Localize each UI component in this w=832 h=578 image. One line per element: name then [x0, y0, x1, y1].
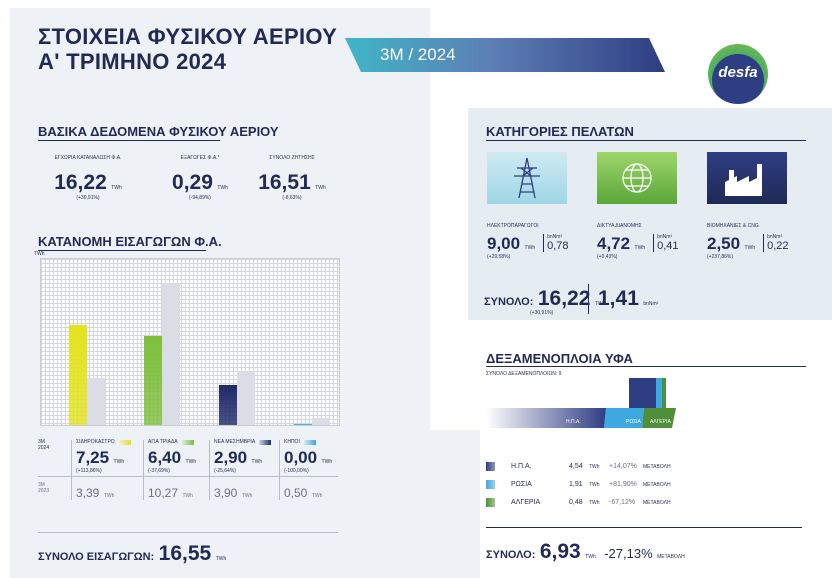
- bar-2023-2: [237, 371, 255, 425]
- bar-2024-0: [69, 324, 87, 425]
- lng-row-swatch: [486, 480, 495, 489]
- imports-total-line: [38, 532, 338, 533]
- lng-underline: [486, 366, 806, 367]
- customers-total-divider: [588, 284, 589, 314]
- basic-data-heading: ΒΑΣΙΚΑ ΔΕΔΟΜΕΝΑ ΦΥΣΙΚΟΥ ΑΕΡΙΟΥ: [38, 124, 279, 139]
- lng-row-swatch: [486, 498, 495, 507]
- imports-divider: [38, 476, 338, 477]
- import-point-2: ΝΕΑ ΜΕΣΗΜΒΡΙΑ 2,90 TWh (-25,64%): [214, 439, 272, 474]
- imports-underline: [38, 250, 206, 251]
- network-globe-icon: [597, 152, 677, 204]
- chart-y-unit: TWh: [34, 251, 45, 257]
- left-lower-bg: [10, 430, 480, 578]
- customers-panel-bg: [468, 108, 832, 320]
- legend-divider: [71, 440, 72, 500]
- legend-swatch: [259, 439, 272, 445]
- bar-2023-0: [87, 378, 105, 425]
- import-prev-2: 3,90 TWh: [214, 486, 253, 500]
- lng-row-1: ΡΩΣΙΑ 1,91 TWh +81,90% ΜΕΤΑΒΟΛΗ: [486, 480, 671, 489]
- ship-label-russia: ΡΩΣΙΑ: [626, 419, 641, 425]
- title-line-2: Α' ΤΡΙΜΗΝΟ 2024: [38, 49, 227, 74]
- basic-item-consumption: ΕΓΧΩΡΙΑ ΚΑΤΑΝΑΛΩΣΗ Φ.Α. 16,22 TWh (+30,9…: [54, 155, 122, 201]
- import-prev-1: 10,27 TWh: [148, 486, 194, 500]
- page-title: ΣΤΟΙΧΕΙΑ ΦΥΣΙΚΟΥ ΑΕΡΙΟΥ Α' ΤΡΙΜΗΝΟ 2024: [38, 24, 337, 74]
- customers-underline: [486, 140, 806, 141]
- customers-total-change: (+30,91%): [530, 310, 554, 316]
- customers-total: ΣΥΝΟΛΟ: 16,22 TWh: [484, 287, 606, 310]
- basic-item-exports: ΕΞΑΓΩΓΕΣ Φ.Α.* 0,29 TWh (-94,89%): [172, 155, 228, 201]
- title-line-1: ΣΤΟΙΧΕΙΑ ΦΥΣΙΚΟΥ ΑΕΡΙΟΥ: [38, 24, 338, 49]
- lng-total: ΣΥΝΟΛΟ: 6,93 TWh -27,13% ΜΕΤΑΒΟΛΗ: [486, 540, 685, 563]
- bar-2023-3: [312, 418, 330, 425]
- legend-swatch: [181, 439, 194, 445]
- lng-heading: ΔΕΞΑΜΕΝΟΠΛΟΙΑ ΥΦΑ: [486, 351, 633, 366]
- customers-heading: ΚΑΤΗΓΟΡΙΕΣ ΠΕΛΑΤΩΝ: [486, 124, 634, 139]
- import-point-3: ΚΗΠΟΙ 0,00 TWh (-100,00%): [284, 439, 333, 474]
- legend-divider: [279, 440, 280, 500]
- desfa-logo-icon: [708, 44, 768, 104]
- imports-total: ΣΥΝΟΛΟ ΕΙΣΑΓΩΓΩΝ: 16,55 TWh: [38, 542, 227, 565]
- customers-total-bnm: 1,41 bnNm³: [598, 287, 659, 310]
- lng-row-swatch: [486, 462, 495, 471]
- bar-2023-1: [162, 282, 180, 425]
- legend-divider: [143, 440, 144, 500]
- imports-heading: ΚΑΤΑΝΟΜΗ ΕΙΣΑΓΩΓΩΝ Φ.Α.: [38, 234, 222, 249]
- import-prev-0: 3,39 TWh: [76, 486, 115, 500]
- import-point-0: ΣΙΔΗΡΟΚΑΣΤΡΟ 7,25 TWh (+113,86%): [76, 439, 131, 474]
- period-label: 3M / 2024: [380, 45, 456, 64]
- factory-icon: [707, 152, 787, 204]
- import-point-1: ΑΓΙΑ ΤΡΙΑΔΑ 6,40 TWh (-37,69%): [148, 439, 197, 474]
- year-prev-label: 3M 2023: [38, 482, 50, 494]
- legend-divider: [209, 440, 210, 500]
- bar-2024-1: [144, 336, 162, 425]
- basic-item-total-demand: ΣΥΝΟΛΟ ΖΗΤΗΣΗΣ 16,51 TWh (-8,63%): [258, 155, 326, 201]
- legend-swatch: [118, 439, 131, 445]
- lng-ship-graphic: [486, 376, 686, 434]
- bar-2024-2: [219, 384, 237, 425]
- lng-row-0: Η.Π.Α. 4,54 TWh +14,07% ΜΕΤΑΒΟΛΗ: [486, 462, 671, 471]
- customer-category-0: ΗΛΕΚΤΡΟΠΑΡΑΓΩΓΟΙ 9,00 TWh (+29,58%) bnNm…: [487, 223, 569, 260]
- basic-data-underline: [38, 140, 220, 141]
- bar-2024-3: [294, 424, 312, 425]
- import-prev-3: 0,50 TWh: [284, 486, 323, 500]
- legend-swatch: [303, 439, 316, 445]
- lng-row-2: ΑΛΓΕΡΙΑ 0,48 TWh -67,12% ΜΕΤΑΒΟΛΗ: [486, 498, 671, 507]
- imports-bar-chart: [40, 258, 340, 426]
- lng-subheading: ΣΥΝΟΛΟ ΔΕΞΑΜΕΝΟΠΛΟΙΩΝ: 9: [486, 371, 562, 377]
- customer-category-2: ΒΙΟΜΗΧΑΝΙΕΣ & CNG 2,50 TWh (+237,86%) bn…: [707, 223, 789, 260]
- ship-label-algeria: ΑΛΓΕΡΙΑ: [650, 419, 671, 425]
- period-banner: [345, 38, 665, 72]
- customer-category-1: ΔΙΚΤΥΑ ΔΙΑΝΟΜΗΣ 4,72 TWh (+0,43%) bnNm³ …: [597, 223, 679, 260]
- power-tower-icon: [487, 152, 567, 204]
- lng-total-line: [486, 527, 802, 528]
- year-now-label: 3M 2024: [38, 439, 50, 451]
- desfa-logo-text: desfa: [718, 64, 758, 81]
- ship-label-usa: Η.Π.Α.: [566, 419, 581, 425]
